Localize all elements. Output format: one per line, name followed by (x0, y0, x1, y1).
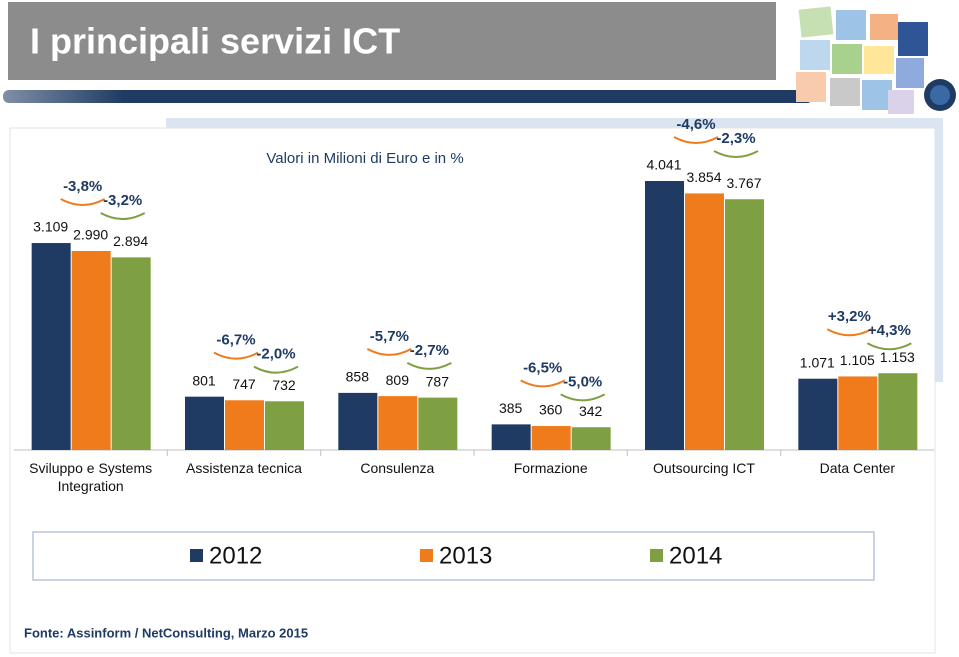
value-label: 385 (499, 400, 523, 416)
change-label: -5,7% (370, 328, 409, 345)
value-label: 858 (346, 369, 370, 385)
bar (725, 199, 764, 450)
change-label: -5,0% (563, 373, 602, 390)
change-label: +4,3% (868, 322, 911, 339)
change-bracket (366, 348, 412, 356)
change-label: -6,7% (216, 332, 255, 349)
change-label: -2,7% (410, 342, 449, 359)
change-bracket (253, 365, 299, 374)
value-label: 360 (539, 402, 563, 418)
bar (531, 426, 571, 450)
value-label: 787 (426, 373, 450, 389)
bar (378, 396, 418, 450)
bar (645, 181, 684, 450)
change-label: -3,2% (103, 192, 142, 209)
legend (32, 531, 875, 581)
value-label: 3.109 (33, 219, 68, 235)
bar (418, 397, 458, 450)
title: I principali servizi ICT (30, 21, 400, 62)
legend-swatch (190, 549, 203, 562)
value-label: 747 (232, 376, 256, 392)
bar (878, 373, 918, 450)
value-label: 1.105 (840, 352, 875, 368)
change-label: +3,2% (828, 308, 871, 325)
x-tick-label: Formazione (513, 460, 588, 476)
value-label: 3.767 (726, 175, 761, 191)
change-label: -4,6% (676, 116, 715, 133)
change-bracket (520, 379, 566, 388)
legend-swatch (420, 549, 433, 562)
legend-swatch (650, 549, 663, 562)
bar (31, 243, 71, 450)
bar (491, 424, 531, 450)
bar (571, 427, 611, 450)
change-bracket (213, 351, 259, 360)
x-tick-label: Assistenza tecnica (186, 460, 302, 476)
bar (265, 401, 304, 450)
x-tick-label: Data Center (819, 460, 896, 476)
bar (71, 250, 111, 450)
legend-label: 2013 (439, 542, 492, 569)
change-label: -3,8% (63, 178, 102, 195)
legend-label: 2014 (669, 542, 722, 569)
value-label: 1.153 (880, 349, 915, 365)
change-label: -2,3% (716, 130, 755, 147)
value-label: 732 (272, 377, 296, 393)
value-label: 3.854 (686, 169, 721, 185)
change-bracket (100, 212, 146, 221)
value-label: 4.041 (646, 157, 681, 173)
value-label: 809 (386, 372, 410, 388)
bar (111, 257, 151, 450)
value-label: 342 (579, 403, 603, 419)
x-tick-label: Consulenza (360, 460, 435, 476)
bar (838, 376, 878, 450)
value-label: 2.990 (73, 227, 108, 243)
bar (185, 396, 224, 450)
change-label: -6,5% (523, 359, 562, 376)
change-label: -2,0% (256, 346, 295, 363)
title-bar (8, 2, 776, 80)
change-bracket (560, 393, 606, 402)
change-bracket (713, 150, 759, 158)
source: Fonte: Assinform / NetConsulting, Marzo … (24, 625, 308, 640)
value-label: 2.894 (113, 233, 148, 249)
legend-label: 2012 (209, 542, 262, 569)
x-tick-label: Sviluppo e Systems Integration (29, 460, 153, 494)
value-label: 1.071 (800, 354, 835, 370)
bar (225, 400, 264, 450)
bar (685, 193, 724, 450)
logo (796, 6, 956, 114)
change-bracket (826, 328, 872, 337)
bar (338, 392, 378, 450)
change-bracket (866, 342, 912, 351)
bar (798, 378, 838, 450)
value-label: 801 (192, 372, 216, 388)
change-bracket (406, 362, 452, 370)
subtitle: Valori in Milioni di Euro e in % (266, 150, 463, 167)
x-tick-label: Outsourcing ICT (653, 460, 755, 476)
change-bracket (673, 136, 719, 144)
stripe (3, 90, 813, 103)
change-bracket (60, 198, 106, 207)
